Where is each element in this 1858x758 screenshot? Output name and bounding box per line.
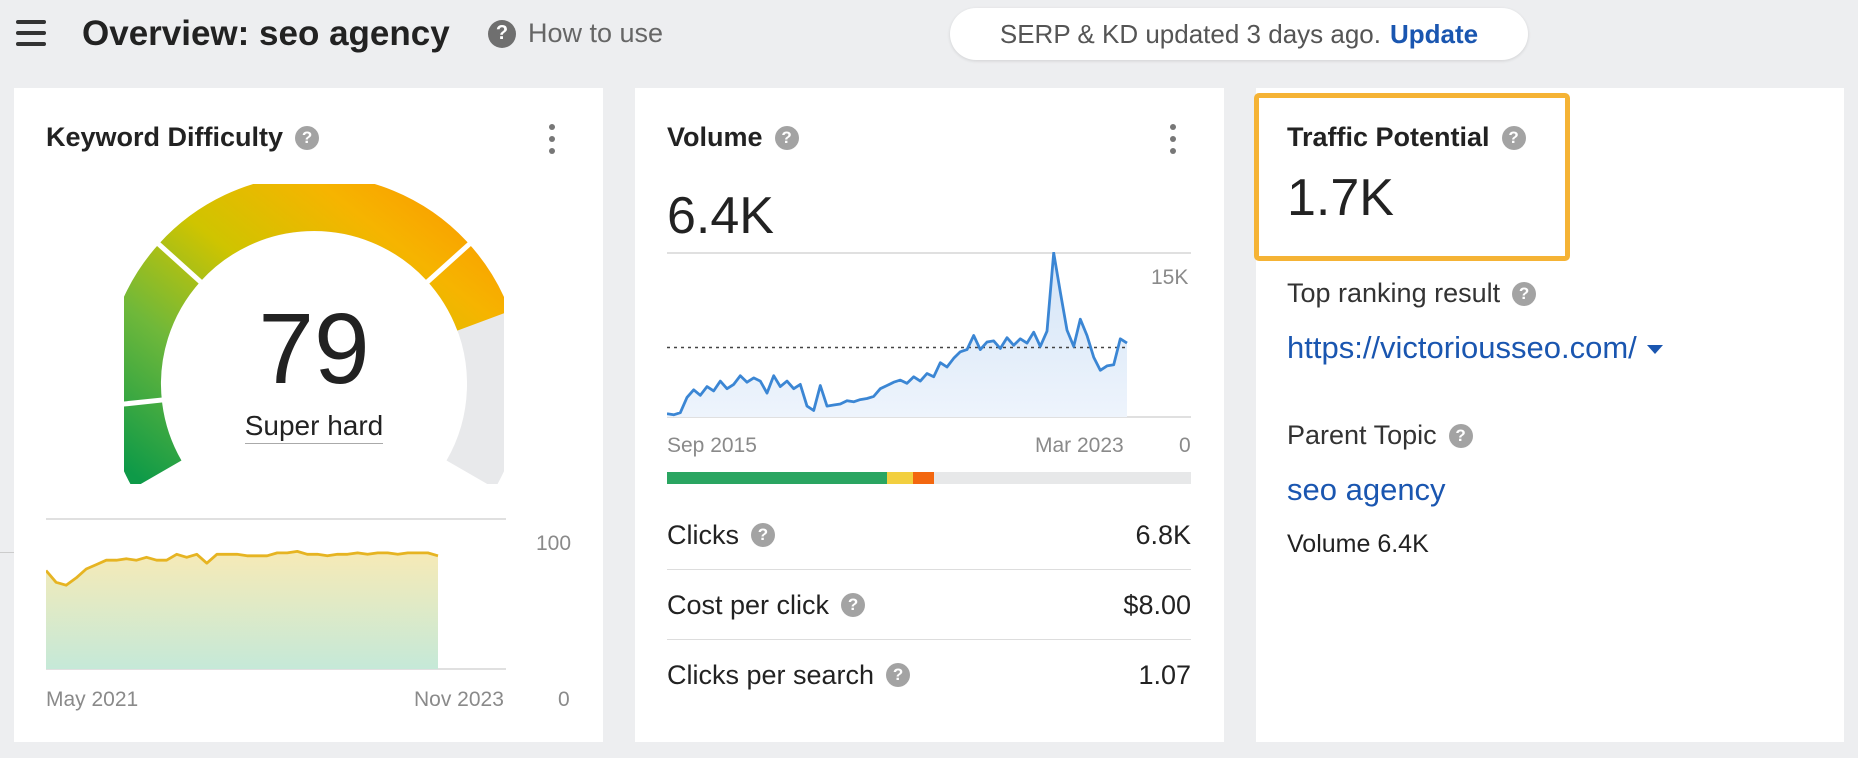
metric-cpc: Cost per click? $8.00 bbox=[667, 570, 1191, 640]
keyword-difficulty-card: Keyword Difficulty ? 79 Super hard bbox=[14, 88, 603, 742]
top-ranking-help-icon[interactable]: ? bbox=[1512, 281, 1537, 306]
volume-card: Volume ? 6.4K 15K Sep 2015 Mar 2023 0 Cl… bbox=[635, 88, 1224, 742]
top-ranking-label: Top ranking result bbox=[1287, 278, 1501, 308]
volume-more-options-icon[interactable] bbox=[1167, 124, 1179, 156]
kd-history-line bbox=[46, 550, 439, 587]
volume-history-chart bbox=[667, 252, 1191, 418]
hamburger-icon[interactable] bbox=[16, 20, 46, 46]
how-to-use-link[interactable]: ? How to use bbox=[488, 18, 663, 49]
volume-chart-max: 15K bbox=[1151, 266, 1189, 289]
kd-history-chart bbox=[46, 518, 506, 670]
metric-clicks-per-search: Clicks per search? 1.07 bbox=[667, 640, 1191, 710]
top-ranking-url-link[interactable]: https://victoriousseo.com/ bbox=[1287, 330, 1663, 366]
parent-topic-help-icon[interactable]: ? bbox=[1448, 423, 1473, 448]
volume-chart-min: 0 bbox=[1179, 434, 1191, 457]
page-title: Overview: seo agency bbox=[82, 14, 450, 53]
traffic-potential-help-icon[interactable]: ? bbox=[1501, 125, 1526, 150]
metric-divider bbox=[667, 639, 1191, 640]
divider bbox=[0, 552, 14, 553]
traffic-potential-highlight bbox=[1254, 93, 1570, 261]
kd-chart-start: May 2021 bbox=[46, 688, 139, 711]
kd-title-row: Keyword Difficulty ? bbox=[46, 122, 320, 153]
serp-status-text: SERP & KD updated 3 days ago. bbox=[999, 18, 1381, 49]
clicks-bar-segment bbox=[667, 472, 888, 484]
volume-title: Volume bbox=[667, 122, 763, 152]
top-ranking-label-row: Top ranking result ? bbox=[1287, 278, 1537, 309]
metric-cps-value: 1.07 bbox=[1138, 659, 1191, 690]
kd-label: Super hard bbox=[124, 410, 504, 444]
metric-clicks-label: Clicks bbox=[667, 519, 739, 550]
kd-chart-max: 100 bbox=[536, 532, 572, 555]
parent-topic-label: Parent Topic bbox=[1287, 420, 1437, 450]
metric-clicks-value: 6.8K bbox=[1135, 519, 1191, 550]
top-bar: Overview: seo agency ? How to use SERP &… bbox=[0, 0, 1858, 72]
volume-help-icon[interactable]: ? bbox=[774, 125, 799, 150]
cpc-help-icon[interactable]: ? bbox=[841, 593, 866, 617]
kd-chart-min: 0 bbox=[558, 688, 570, 711]
volume-title-row: Volume ? bbox=[667, 122, 799, 153]
how-to-use-label: How to use bbox=[528, 18, 664, 48]
gauge-segment-separator bbox=[155, 240, 204, 285]
volume-chart-end: Mar 2023 bbox=[1035, 434, 1124, 457]
metric-cpc-label: Cost per click bbox=[667, 589, 830, 620]
gauge-segment-separator bbox=[424, 240, 473, 285]
update-link[interactable]: Update bbox=[1389, 18, 1479, 49]
volume-value: 6.4K bbox=[667, 187, 774, 245]
kd-score: 79 bbox=[258, 293, 370, 405]
clicks-bar-segment bbox=[913, 472, 935, 484]
question-circle-icon: ? bbox=[488, 19, 516, 48]
volume-history-area bbox=[667, 252, 1127, 417]
parent-topic-volume: Volume 6.4K bbox=[1287, 530, 1429, 558]
kd-help-icon[interactable]: ? bbox=[295, 125, 320, 150]
traffic-potential-value: 1.7K bbox=[1287, 169, 1394, 227]
kd-label-text: Super hard bbox=[244, 410, 384, 444]
kd-gauge-svg bbox=[103, 175, 523, 489]
serp-update-notice: SERP & KD updated 3 days ago. Update bbox=[950, 8, 1528, 60]
chevron-down-icon[interactable] bbox=[1646, 345, 1663, 355]
kd-gauge: 79 Super hard bbox=[103, 175, 523, 489]
volume-chart-start: Sep 2015 bbox=[667, 434, 757, 457]
cps-help-icon[interactable]: ? bbox=[886, 663, 911, 687]
volume-history-line bbox=[667, 252, 1128, 417]
traffic-potential-title: Traffic Potential bbox=[1287, 122, 1490, 152]
metric-divider bbox=[667, 569, 1191, 570]
traffic-potential-title-row: Traffic Potential ? bbox=[1287, 122, 1526, 153]
traffic-potential-card bbox=[1256, 88, 1844, 742]
kd-gauge-fill bbox=[105, 175, 510, 489]
metric-cps-label: Clicks per search bbox=[667, 659, 875, 690]
kd-title: Keyword Difficulty bbox=[46, 122, 284, 152]
parent-topic-link[interactable]: seo agency bbox=[1287, 472, 1446, 507]
top-ranking-url: https://victoriousseo.com/ bbox=[1287, 330, 1637, 365]
metric-clicks: Clicks? 6.8K bbox=[667, 500, 1191, 570]
clicks-bar-segment bbox=[887, 472, 914, 484]
kd-history-area bbox=[46, 551, 438, 669]
clicks-distribution-bar bbox=[667, 472, 1191, 484]
kd-chart-end: Nov 2023 bbox=[414, 688, 504, 711]
clicks-bar-segment bbox=[934, 472, 1191, 484]
metric-cpc-value: $8.00 bbox=[1123, 589, 1191, 620]
clicks-help-icon[interactable]: ? bbox=[751, 523, 775, 547]
kd-more-options-icon[interactable] bbox=[546, 124, 558, 156]
parent-topic-label-row: Parent Topic ? bbox=[1287, 420, 1473, 451]
